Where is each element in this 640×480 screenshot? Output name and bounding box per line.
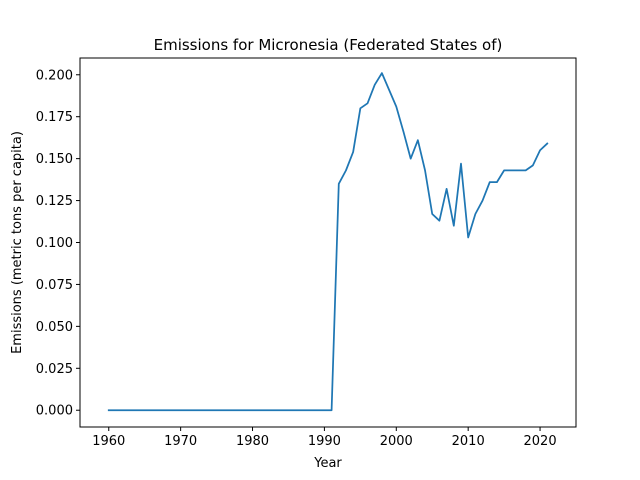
y-tick-label: 0.175 — [36, 110, 73, 125]
emissions-series-line — [107, 72, 549, 412]
y-tick-label: 0.000 — [36, 404, 73, 419]
x-tick-label: 1980 — [236, 434, 269, 449]
y-tick-label: 0.025 — [36, 362, 73, 377]
y-axis-label: Emissions (metric tons per capita) — [10, 131, 25, 354]
x-tick-label: 2000 — [380, 434, 413, 449]
plot-frame — [79, 57, 577, 428]
x-axis-label: Year — [313, 456, 342, 471]
x-tick-label: 2020 — [524, 434, 557, 449]
y-tick-label: 0.100 — [36, 236, 73, 251]
y-tick-label: 0.200 — [36, 68, 73, 83]
y-tick-label: 0.125 — [36, 194, 73, 209]
x-tick-label: 1970 — [164, 434, 197, 449]
y-tick-label: 0.150 — [36, 152, 73, 167]
y-axis: 0.000 0.025 0.050 0.075 0.100 0.125 0.150 0.175… — [36, 68, 80, 419]
x-tick-label: 1990 — [308, 434, 341, 449]
x-tick-label: 1960 — [92, 434, 125, 449]
y-tick-label: 0.050 — [36, 320, 73, 335]
plot-area — [80, 58, 576, 427]
y-tick-label: 0.075 — [36, 278, 73, 293]
chart-title: Emissions for Micronesia (Federated Stat… — [154, 36, 503, 54]
x-axis: 1960 1970 1980 1990 2000 2010 2020 — [92, 427, 557, 449]
x-tick-label: 2010 — [452, 434, 485, 449]
